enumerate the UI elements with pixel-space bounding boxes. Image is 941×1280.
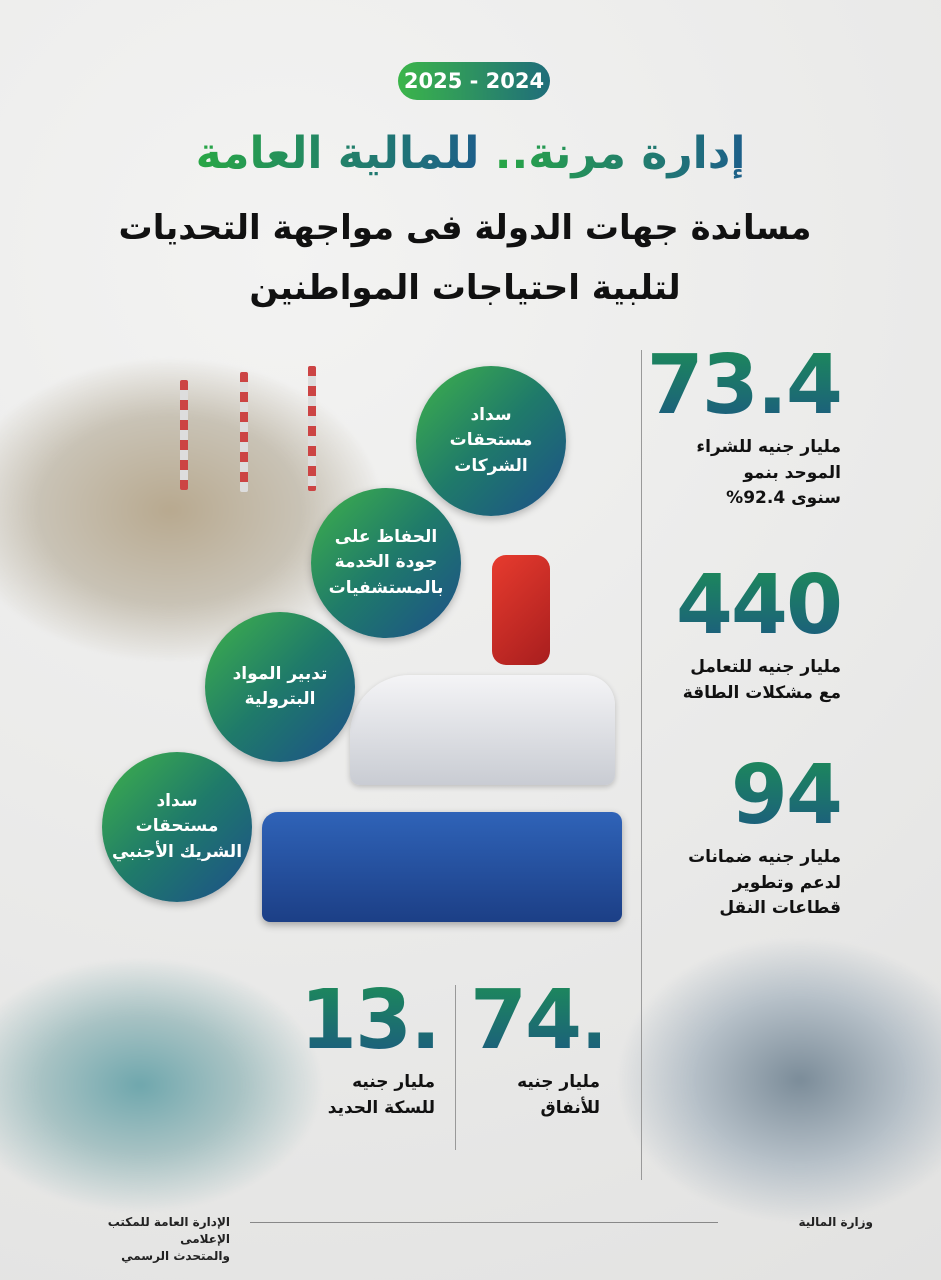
divider-bottom [455,985,456,1150]
stat-desc: مليار جنيه للسكة الحديد [327,1072,435,1118]
circle-hospitals: الحفاظ على جودة الخدمة بالمستشفيات [311,488,461,638]
title-part-1: إدارة مرنة.. [494,128,746,179]
year-badge: 2025 - 2024 [398,62,550,100]
stat-value: 73.4 [646,338,843,433]
stat-value: 94 [688,755,843,837]
power-plant-photo [0,360,380,660]
stat-value: 74.1 [470,973,666,1068]
chimney-2 [240,372,248,492]
stat-tunnels: 74.1 مليار جنيه للأنفاق [470,973,666,1121]
bus-photo [262,812,622,922]
page-title: إدارة مرنة.. للمالية العامة [0,128,941,179]
footer-divider [250,1222,718,1223]
stat-energy: 440 مليار جنيه للتعامل مع مشكلات الطاقة [675,558,843,706]
circle-companies-dues: سداد مستحقات الشركات [416,366,566,516]
stat-railway: 13.5 مليار جنيه للسكة الحديد [300,973,496,1121]
metro-train-photo [0,960,320,1210]
monorail-photo [350,675,615,785]
port-crane-photo [620,940,941,1220]
chimney-3 [308,366,316,491]
subtitle-line-1: مساندة جهات الدولة فى مواجهة التحديات [118,208,812,248]
divider-vertical [641,350,642,1180]
stat-value: 440 [675,558,843,653]
circle-petroleum: تدبير المواد البترولية [205,612,355,762]
subtitle-line-2: لتلبية احتياجات المواطنين [249,268,681,308]
stat-desc: مليار جنيه ضمانات لدعم وتطوير قطاعات الن… [688,847,841,918]
stat-value: 13.5 [300,973,496,1068]
stat-desc: مليار جنيه للشراء الموحد بنمو سنوى 92.4% [696,437,841,508]
stat-unified-procurement: 73.4 مليار جنيه للشراء الموحد بنمو سنوى … [646,338,843,512]
chimney-1 [180,380,188,490]
stat-transport: 94 مليار جنيه ضمانات لدعم وتطوير قطاعات … [688,755,843,922]
stat-desc: مليار جنيه للتعامل مع مشكلات الطاقة [682,657,841,703]
title-part-2: للمالية العامة [195,128,480,179]
fuel-nozzle-photo [492,555,550,665]
ministry-name: وزارة المالية [798,1215,873,1229]
media-office: الإدارة العامة للمكتب الإعلامى والمتحدث … [107,1215,230,1263]
stat-desc: مليار جنيه للأنفاق [517,1072,600,1118]
circle-foreign-partner: سداد مستحقات الشريك الأجنبي [102,752,252,902]
